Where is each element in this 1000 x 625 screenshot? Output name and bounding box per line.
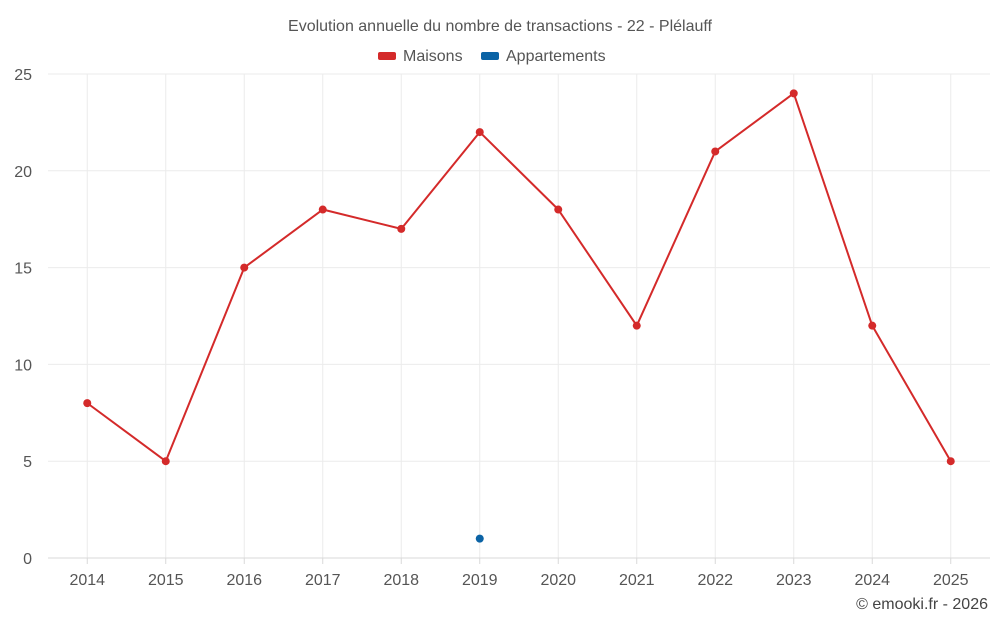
x-tick-label: 2020 [540, 572, 576, 589]
x-tick-label: 2023 [776, 572, 812, 589]
x-tick-label: 2019 [462, 572, 498, 589]
y-tick-label: 15 [14, 261, 32, 278]
grid [48, 73, 990, 558]
legend-item-maisons[interactable]: Maisons [378, 48, 463, 65]
x-tick-label: 2021 [619, 572, 655, 589]
data-point-maisons-2016[interactable] [240, 263, 249, 272]
data-point-maisons-2018[interactable] [397, 224, 406, 233]
legend-label-maisons: Maisons [403, 48, 463, 65]
series-line-maisons [86, 92, 952, 463]
legend-item-appartements[interactable]: Appartements [481, 48, 606, 65]
data-point-maisons-2024[interactable] [868, 321, 877, 330]
x-tick-label: 2025 [933, 572, 969, 589]
x-tick-label: 2015 [148, 572, 184, 589]
data-point-maisons-2023[interactable] [789, 89, 798, 98]
x-tick-label: 2024 [854, 572, 890, 589]
y-tick-label: 25 [14, 67, 32, 84]
chart-title: Evolution annuelle du nombre de transact… [288, 18, 713, 35]
legend-swatch-appartements [481, 52, 499, 60]
data-point-maisons-2025[interactable] [946, 457, 955, 466]
data-point-maisons-2019[interactable] [475, 128, 484, 137]
data-point-maisons-2021[interactable] [632, 321, 641, 330]
data-point-maisons-2020[interactable] [554, 205, 563, 214]
x-tick-label: 2014 [69, 572, 105, 589]
x-tick-label: 2018 [383, 572, 419, 589]
legend-label-appartements: Appartements [506, 48, 606, 65]
x-tick-label: 2017 [305, 572, 341, 589]
series [83, 89, 955, 543]
legend-swatch-maisons [378, 52, 396, 60]
y-tick-label: 20 [14, 164, 32, 181]
y-tick-label: 0 [23, 551, 32, 568]
data-point-maisons-2014[interactable] [83, 399, 92, 408]
y-tick-label: 5 [23, 454, 32, 471]
data-point-maisons-2015[interactable] [161, 457, 170, 466]
x-tick-label: 2022 [697, 572, 733, 589]
data-point-maisons-2017[interactable] [318, 205, 327, 214]
y-tick-label: 10 [14, 357, 32, 374]
x-tick-label: 2016 [226, 572, 262, 589]
data-point-maisons-2022[interactable] [711, 147, 720, 156]
legend: Maisons Appartements [378, 48, 606, 65]
credit-text: © emooki.fr - 2026 [856, 596, 988, 613]
data-point-appartements-2019[interactable] [475, 534, 484, 543]
